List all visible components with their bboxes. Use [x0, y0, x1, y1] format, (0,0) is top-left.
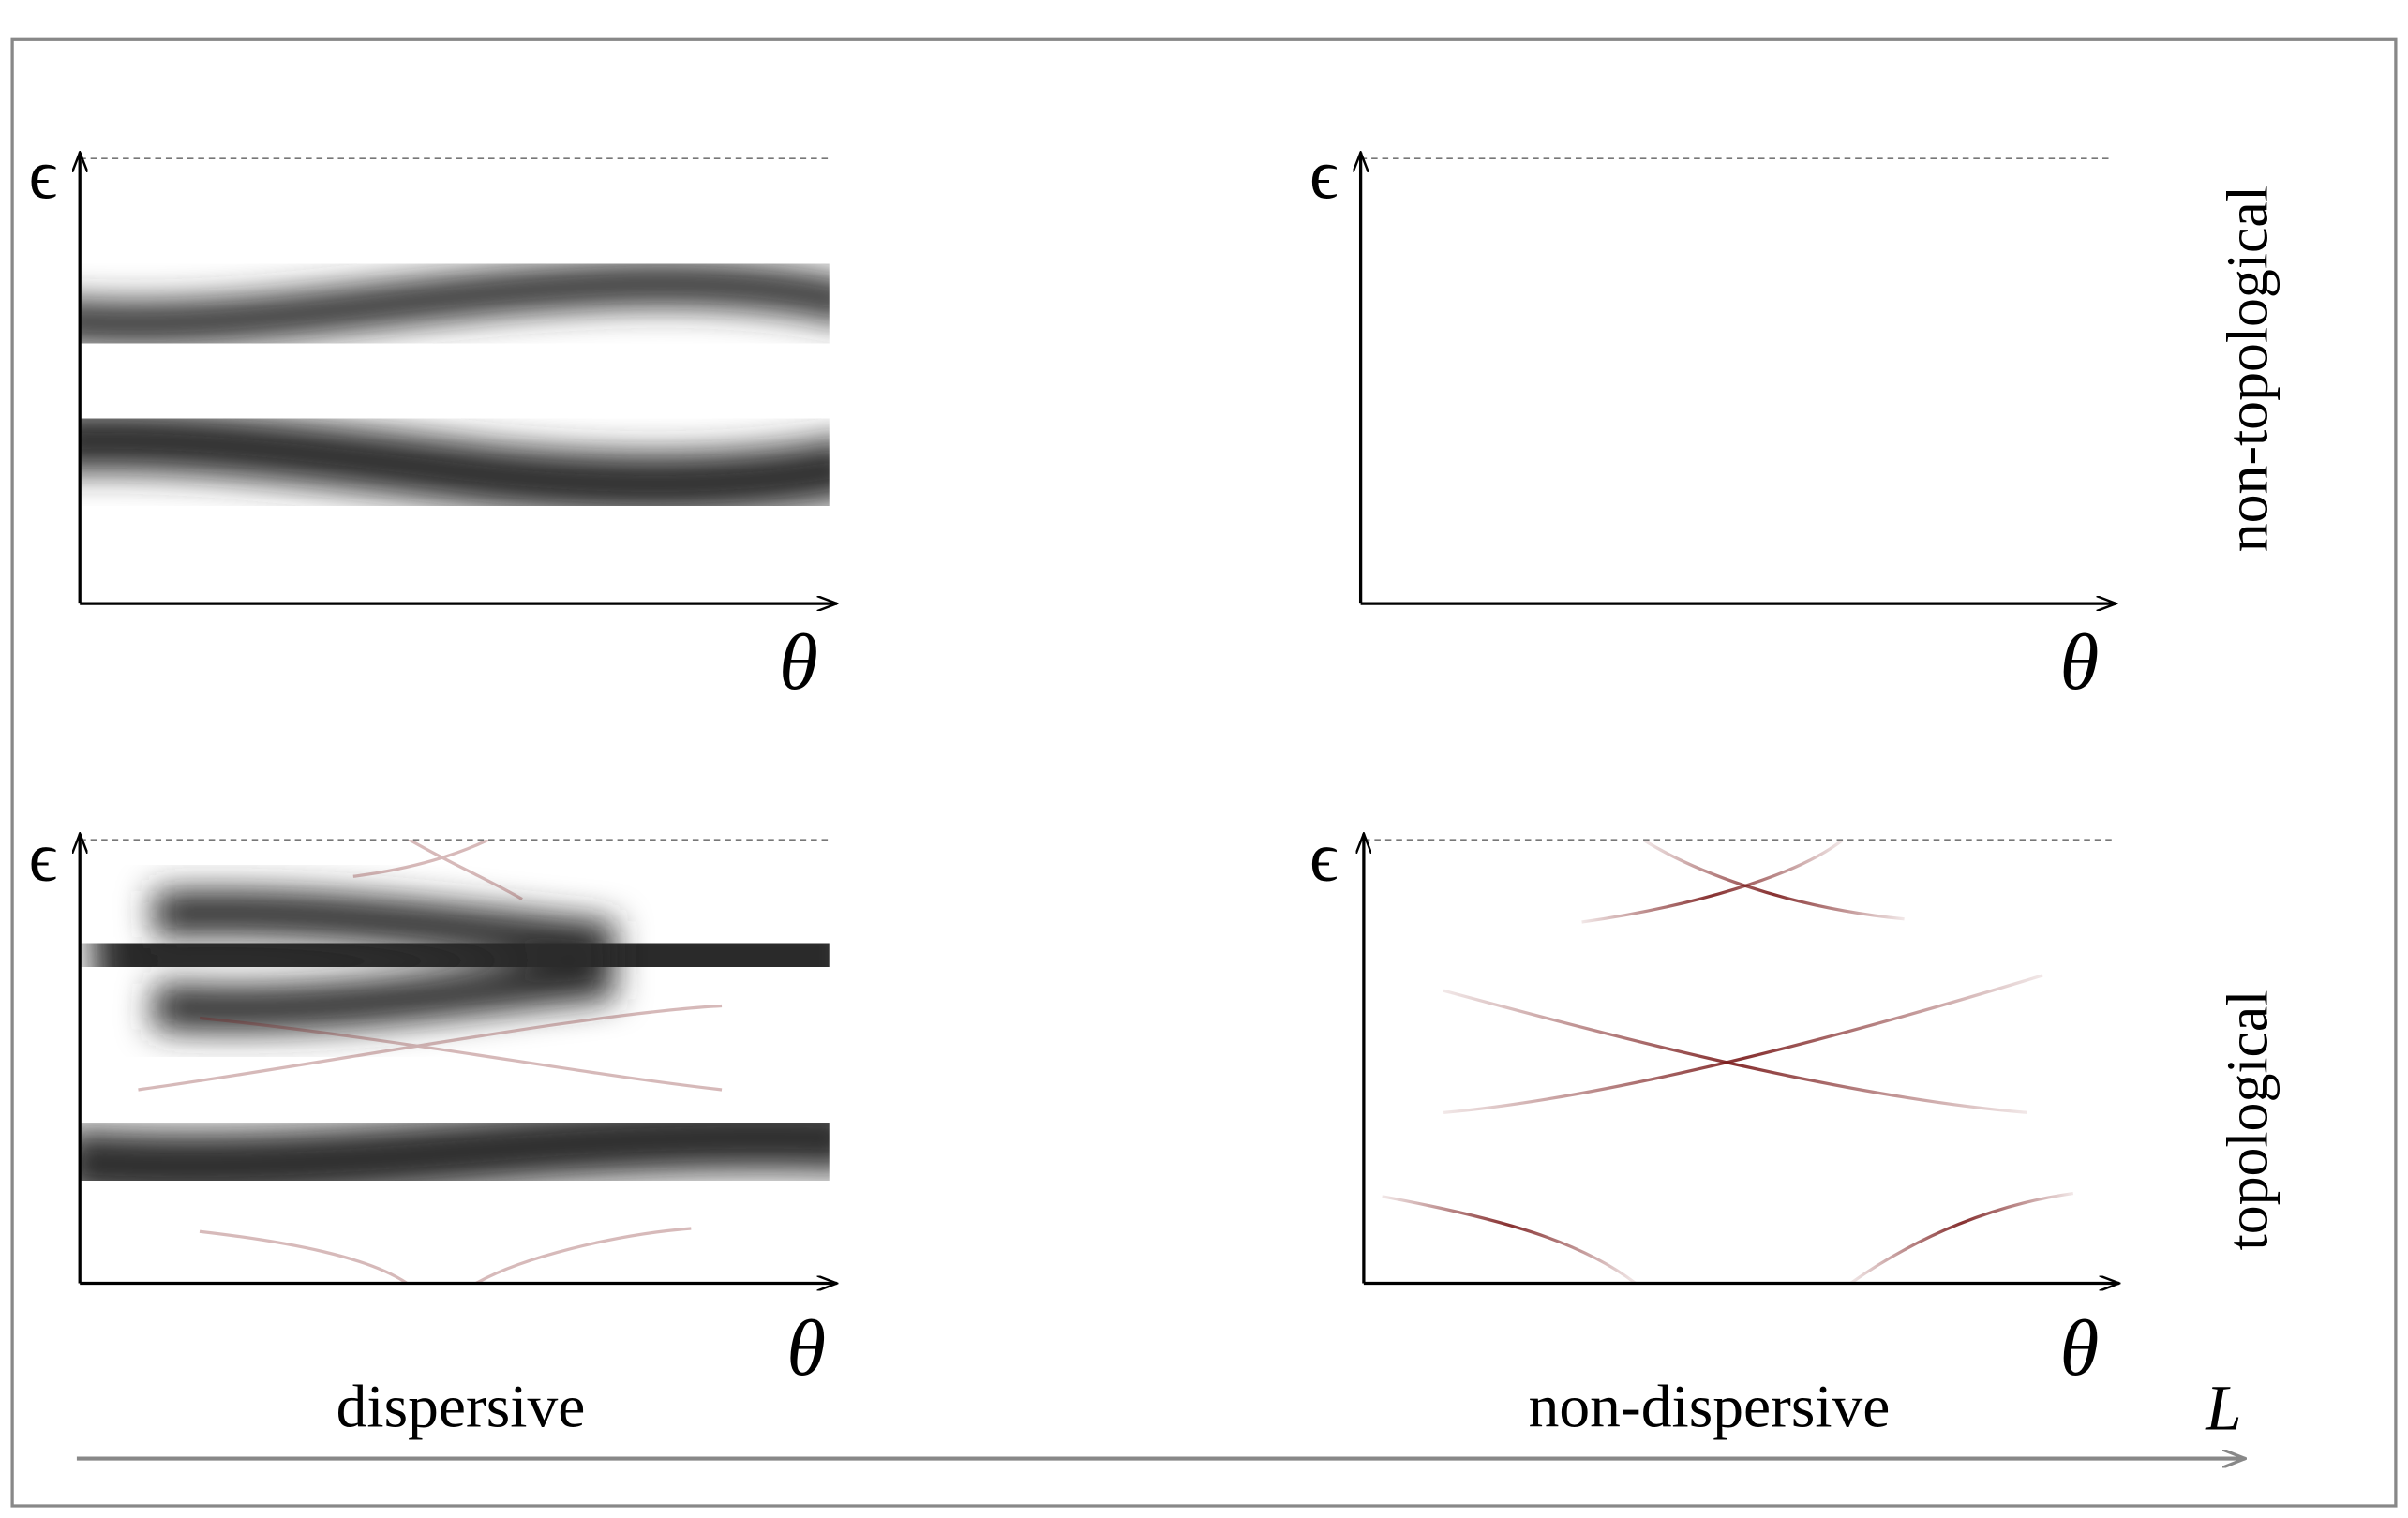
y-axis-label: ϵ	[1309, 819, 1339, 897]
y-axis-label: ϵ	[29, 819, 58, 897]
x-axis-label: θ	[786, 1304, 826, 1392]
x-axis-label: θ	[2059, 618, 2099, 707]
column-label: non-dispersive	[1529, 1374, 1891, 1441]
y-axis-label: ϵ	[1309, 137, 1339, 215]
row-label: topological	[2216, 990, 2280, 1250]
arrow-label: L	[2205, 1373, 2241, 1444]
row-label: non-topological	[2216, 186, 2280, 552]
y-axis-label: ϵ	[29, 137, 58, 215]
x-axis-label: θ	[779, 618, 818, 707]
x-axis-label: θ	[2059, 1304, 2099, 1392]
spectrum	[80, 840, 830, 1284]
spectrum	[1363, 840, 2116, 1284]
spectrum	[1360, 256, 2111, 494]
frame	[10, 37, 2398, 1508]
spectrum	[80, 262, 830, 515]
column-label: dispersive	[337, 1374, 586, 1441]
